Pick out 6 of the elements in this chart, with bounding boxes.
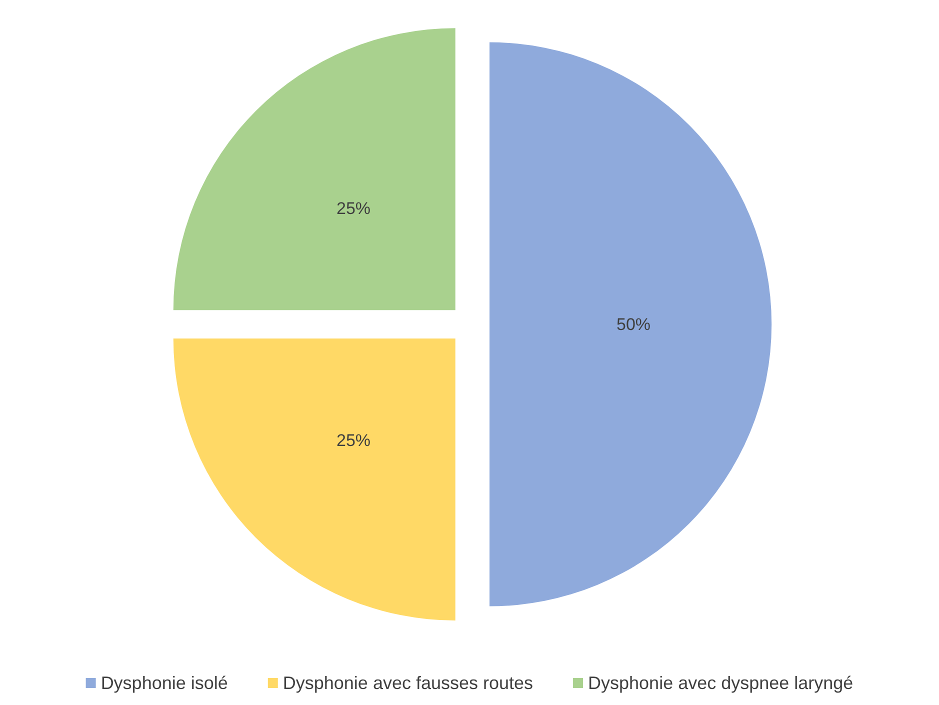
- data-label: 25%: [336, 198, 371, 218]
- data-label: 50%: [616, 314, 651, 334]
- data-label: 25%: [336, 430, 371, 450]
- legend-label: Dysphonie avec dyspnee laryngé: [588, 673, 854, 693]
- legend-label: Dysphonie isolé: [100, 673, 228, 693]
- legend-label: Dysphonie avec fausses routes: [282, 673, 534, 693]
